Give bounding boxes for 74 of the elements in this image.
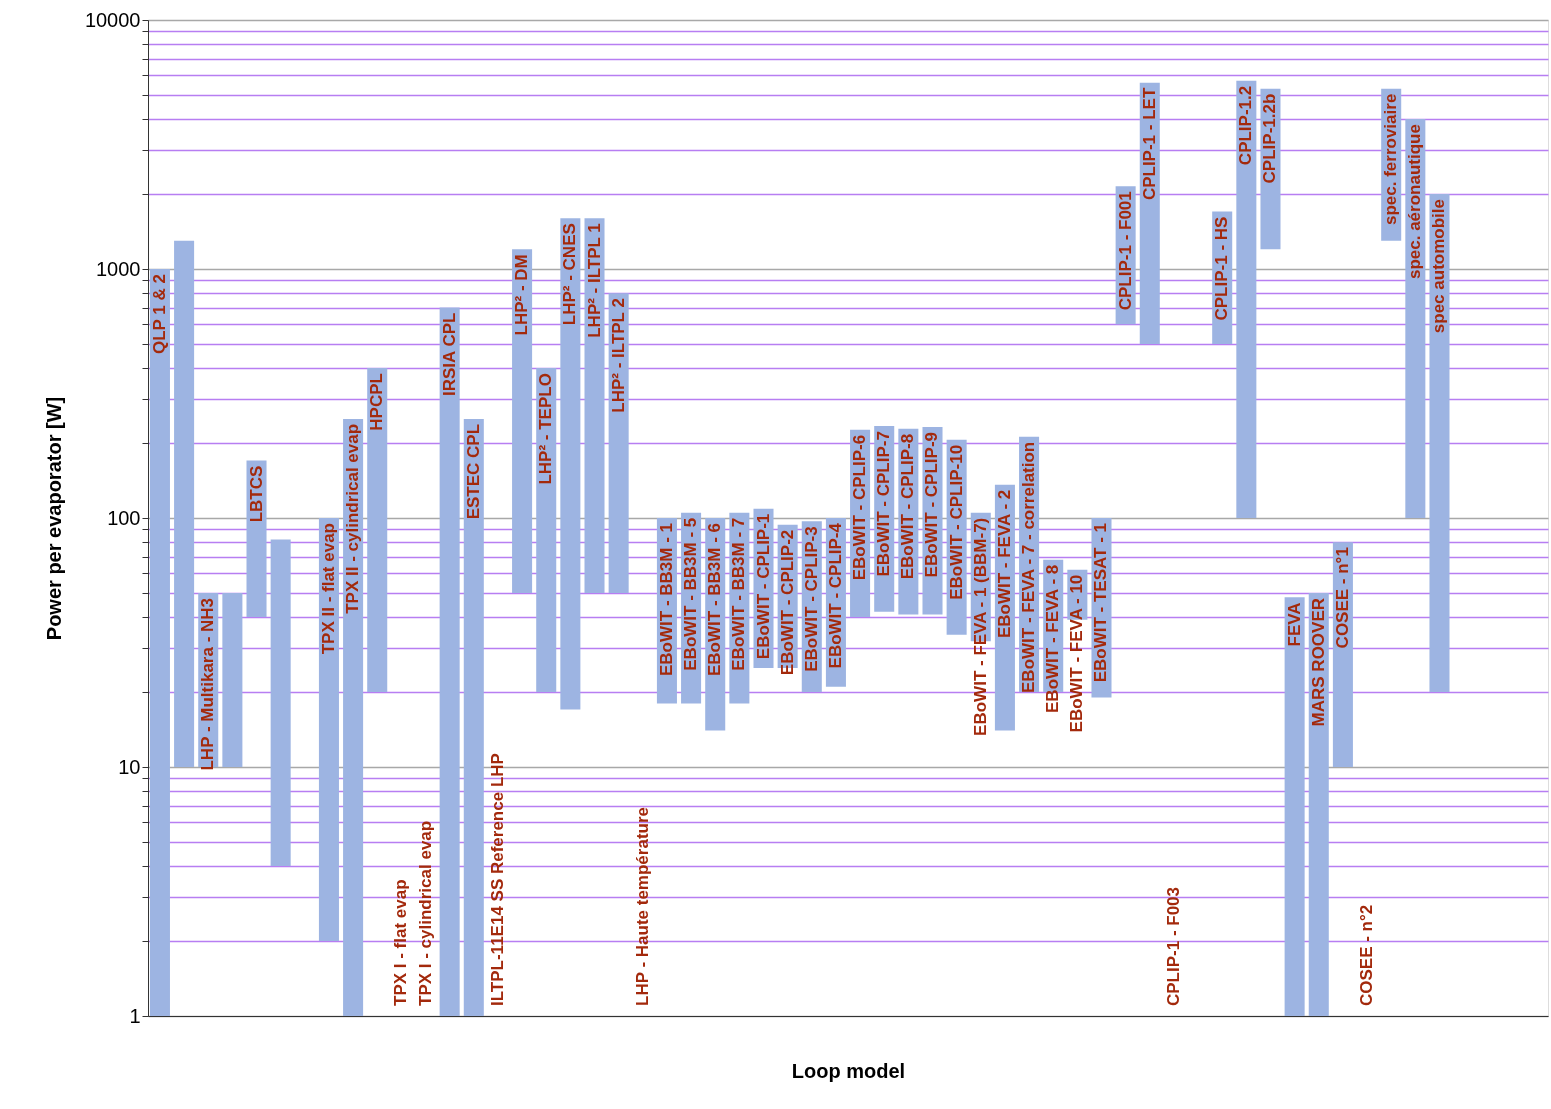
x-tick-label: QLP 1 & 2 bbox=[149, 274, 169, 354]
y-axis-title: Power per evaporator [W] bbox=[42, 396, 65, 641]
x-tick-label: LHP² - ILTPL 1 bbox=[584, 223, 604, 338]
x-tick-label: ILTPL-11E14 SS Reference LHP bbox=[487, 753, 507, 1006]
x-tick-label: TPX I - cylindrical evap bbox=[415, 820, 435, 1006]
x-tick-label: EBoWIT - BB3M - 7 bbox=[729, 517, 749, 671]
bar bbox=[367, 368, 388, 693]
x-tick-label: CPLIP-1.2b bbox=[1260, 93, 1280, 184]
x-tick-label: CPLIP-1 - LET bbox=[1139, 87, 1159, 201]
x-tick-label: EBoWIT - BB3M - 6 bbox=[705, 523, 725, 676]
bar bbox=[270, 539, 291, 867]
y-tick-label: 1000 bbox=[96, 257, 141, 280]
x-tick-label: EBoWIT - FEVA - 8 bbox=[1043, 564, 1063, 713]
y-tick-label: 100 bbox=[107, 506, 141, 529]
x-tick-label: EBoWIT - CPLIP-7 bbox=[874, 431, 894, 577]
x-tick-label: COSEE - n°2 bbox=[1357, 904, 1377, 1006]
x-tick-label: EBoWIT - FEVA - 1 (BBM-7) bbox=[970, 517, 990, 736]
x-tick-label: EBoWIT - TESAT - 1 bbox=[1091, 523, 1111, 683]
x-tick-label: IRSIA CPL bbox=[439, 312, 459, 397]
bar bbox=[560, 218, 581, 710]
y-tick-label: 10000 bbox=[84, 8, 141, 31]
x-axis-title: Loop model bbox=[791, 1059, 906, 1082]
x-tick-label: EBoWIT - CPLIP-4 bbox=[825, 522, 845, 669]
bar bbox=[1429, 194, 1450, 693]
x-tick-label: TPX II - flat evap bbox=[318, 523, 338, 655]
x-tick-label: HPCPL bbox=[367, 373, 387, 431]
x-tick-label: LHP² - CNES bbox=[560, 223, 580, 326]
x-tick-label: CPLIP-1 - F003 bbox=[1163, 886, 1183, 1006]
x-tick-label: spec automobile bbox=[1429, 199, 1449, 334]
x-tick-label: EBoWIT - FEVA - 7 - correlation bbox=[1019, 441, 1039, 693]
x-tick-label: EBoWIT - FEVA - 2 bbox=[994, 489, 1014, 639]
bar bbox=[1284, 597, 1305, 1016]
y-tick-label: 1 bbox=[129, 1004, 141, 1027]
x-tick-label: COSEE - n°1 bbox=[1332, 547, 1352, 649]
x-tick-label: EBoWIT - CPLIP-10 bbox=[946, 444, 966, 600]
bar bbox=[246, 460, 267, 618]
x-tick-label: LHP² - ILTPL 2 bbox=[608, 298, 628, 413]
x-tick-label: EBoWIT - FEVA - 10 bbox=[1067, 574, 1087, 733]
x-tick-label: CPLIP-1.2 bbox=[1236, 85, 1256, 166]
x-tick-label: EBoWIT - BB3M - 5 bbox=[681, 517, 701, 671]
x-tick-label: LBTCS bbox=[246, 465, 266, 523]
bar bbox=[608, 293, 629, 593]
y-tick-label: 10 bbox=[118, 755, 141, 778]
x-tick-label: EBoWIT - CPLIP-8 bbox=[898, 433, 918, 580]
bar bbox=[536, 368, 557, 693]
x-tick-label: TPX II - cylindrical evap bbox=[343, 423, 363, 614]
x-tick-label: ESTEC CPL bbox=[463, 423, 483, 520]
x-tick-label: CPLIP-1 - HS bbox=[1212, 216, 1232, 321]
x-tick-label: CPLIP-1 - F001 bbox=[1115, 191, 1135, 311]
x-tick-label: EBoWIT - BB3M - 1 bbox=[656, 523, 676, 676]
x-tick-label: spec. ferroviaire bbox=[1381, 93, 1401, 226]
x-tick-label: spec. aéronautique bbox=[1405, 124, 1425, 280]
x-tick-label: LHP - Haute température bbox=[632, 806, 652, 1006]
x-tick-label: EBoWIT - CPLIP-1 bbox=[753, 513, 773, 660]
bar bbox=[584, 218, 605, 593]
bar bbox=[222, 592, 243, 767]
x-tick-label: EBoWIT - CPLIP-9 bbox=[922, 431, 942, 578]
x-tick-label: LHP² - TEPLO bbox=[536, 373, 556, 485]
bar bbox=[512, 249, 533, 593]
bar bbox=[1236, 80, 1257, 518]
bar bbox=[343, 418, 364, 1016]
bar bbox=[463, 418, 484, 1016]
bar bbox=[439, 307, 460, 1016]
x-tick-label: FEVA bbox=[1284, 602, 1304, 647]
bar bbox=[318, 518, 339, 942]
bar bbox=[149, 269, 170, 1016]
x-tick-label: TPX I - flat evap bbox=[391, 879, 411, 1006]
x-tick-label: EBoWIT - CPLIP-3 bbox=[801, 526, 821, 672]
x-tick-label: LHP² - DM bbox=[512, 254, 532, 336]
x-tick-label: LHP - Multikara - NH3 bbox=[198, 597, 218, 771]
x-tick-label: EBoWIT - CPLIP-2 bbox=[777, 529, 797, 676]
x-tick-label: MARS ROOVER bbox=[1308, 597, 1328, 727]
x-tick-label: EBoWIT - CPLIP-6 bbox=[850, 434, 870, 581]
bar bbox=[174, 240, 195, 767]
